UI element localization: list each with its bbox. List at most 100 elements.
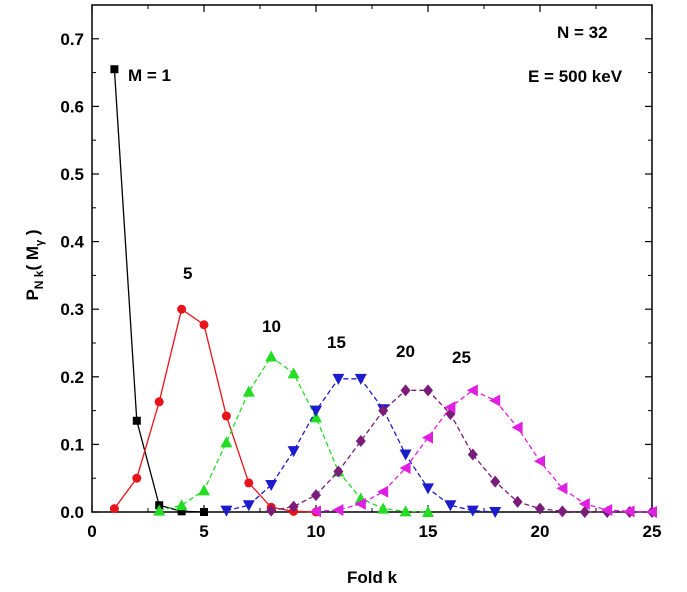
x-tick-label: 0 [87, 522, 96, 541]
data-point [220, 505, 233, 517]
y-tick-label: 0.0 [60, 503, 84, 522]
data-point [310, 505, 321, 518]
data-point [557, 505, 568, 518]
data-point [466, 384, 478, 397]
y-label-paren-open: ( M [23, 246, 42, 271]
data-point [400, 384, 411, 397]
series-4 [266, 384, 657, 518]
y-tick-label: 0.6 [60, 97, 84, 116]
data-point [288, 500, 299, 513]
data-point [354, 497, 366, 510]
series-layer [109, 65, 657, 518]
data-point [110, 65, 119, 74]
data-point [422, 431, 433, 444]
data-point [311, 489, 321, 502]
data-point [177, 304, 187, 314]
data-point [153, 504, 166, 516]
data-point [512, 495, 523, 508]
y-tick-label: 0.5 [60, 165, 84, 184]
annotation-n: N = 32 [557, 23, 608, 42]
series-line [315, 389, 653, 513]
data-point [423, 384, 433, 397]
data-point [489, 507, 502, 518]
data-point [444, 500, 457, 512]
data-point [220, 436, 233, 448]
x-tick-label: 15 [419, 522, 438, 541]
data-point [535, 502, 545, 515]
series-5 [310, 384, 657, 518]
data-point [242, 500, 255, 512]
y-tick-label: 0.3 [60, 300, 84, 319]
series-line [113, 308, 317, 513]
y-tick-label: 0.1 [60, 435, 84, 454]
series-2 [153, 350, 434, 517]
data-point [198, 484, 210, 496]
data-point [534, 455, 545, 468]
data-point [200, 508, 208, 516]
data-point [399, 505, 412, 517]
data-point [489, 394, 501, 407]
x-axis-label: Fold k [347, 568, 398, 587]
data-point [199, 320, 209, 330]
data-point [355, 435, 366, 448]
series-line [113, 69, 205, 513]
x-tick-label: 25 [643, 522, 662, 541]
data-point [646, 506, 657, 518]
data-point [444, 401, 456, 414]
x-tick-label: 10 [307, 522, 326, 541]
y-label-sub: N k [32, 270, 46, 289]
data-point [556, 482, 568, 495]
data-point [287, 367, 300, 379]
data-point [377, 502, 390, 514]
data-point [244, 478, 254, 488]
data-point [287, 446, 300, 458]
data-point [109, 504, 119, 514]
data-point [354, 373, 367, 385]
x-tick-label: 20 [531, 522, 550, 541]
data-point [242, 385, 255, 397]
data-point [266, 504, 277, 517]
data-point [466, 505, 479, 517]
data-point [154, 397, 164, 407]
data-point [310, 405, 322, 417]
axis-ticks: 0 5 10 15 20 25 0.0 0.1 0.2 0.3 0.4 0.5 0.6 0.7 [60, 5, 661, 541]
series-line [271, 389, 652, 513]
x-tick-label: 5 [199, 522, 208, 541]
y-tick-label: 0.7 [60, 30, 84, 49]
data-point [578, 497, 590, 510]
y-label-gamma: γ [34, 239, 46, 246]
data-point [377, 485, 389, 498]
series-label-20: 20 [396, 342, 415, 361]
y-label-main: P [23, 289, 42, 300]
series-3 [220, 373, 502, 518]
data-point [399, 462, 411, 475]
data-point [310, 411, 322, 423]
series-label-25: 25 [452, 348, 471, 367]
y-tick-label: 0.2 [60, 368, 84, 387]
annotation-energy: E = 500 keV [528, 67, 623, 86]
data-point [378, 404, 389, 417]
series-label-10: 10 [262, 317, 281, 336]
data-point [221, 411, 231, 421]
series-0 [110, 65, 208, 516]
data-point [332, 373, 345, 385]
data-point [467, 448, 478, 461]
series-label-5: 5 [183, 264, 192, 283]
data-point [332, 503, 344, 516]
data-point [265, 350, 278, 362]
series-1 [109, 304, 321, 517]
data-point [422, 483, 434, 495]
data-point [511, 421, 523, 434]
data-point [177, 507, 186, 516]
series-label-15: 15 [327, 333, 346, 352]
svg-text:PN k( Mγ ): PN k( Mγ ) [23, 229, 46, 300]
data-point [601, 503, 613, 516]
data-point [132, 416, 141, 425]
data-point [333, 465, 344, 478]
series-label-m1: M = 1 [128, 66, 171, 85]
data-point [623, 505, 635, 518]
y-label-paren-close: ) [23, 229, 42, 239]
data-point [422, 506, 434, 517]
y-axis-label: PN k( Mγ ) [23, 229, 46, 300]
data-point [490, 475, 501, 488]
